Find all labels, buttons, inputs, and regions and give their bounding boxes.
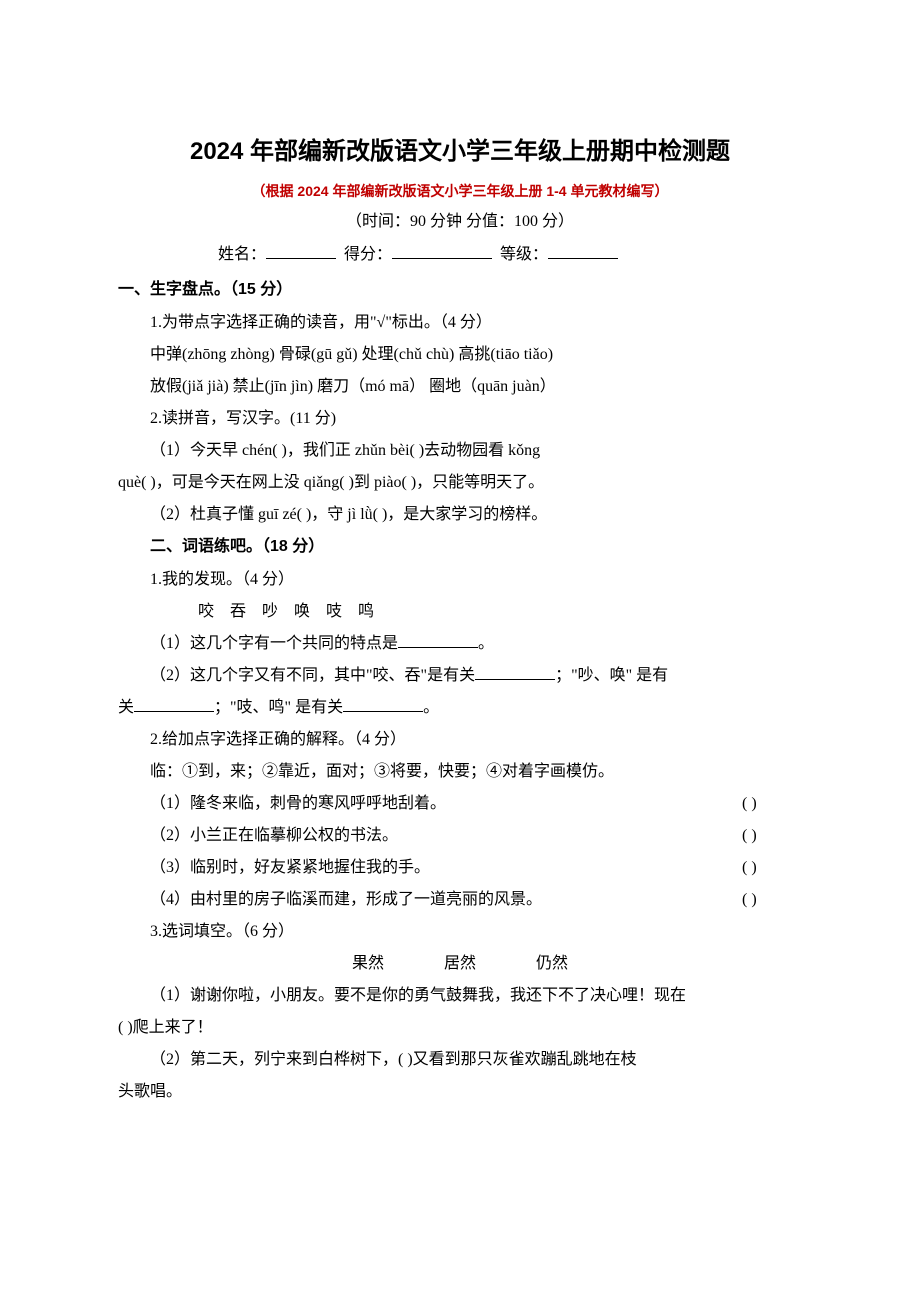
q1-2-line2: （2）杜真子懂 guī zé( )，守 jì lǜ( )，是大家学习的榜样。 <box>118 499 802 531</box>
q2-1-line2b: ；"吵、唤" 是有 <box>555 667 668 684</box>
time-score: （时间：90 分钟 分值：100 分） <box>118 208 802 237</box>
exam-title: 2024 年部编新改版语文小学三年级上册期中检测题 <box>118 130 802 173</box>
option-2: 居然 <box>444 955 476 972</box>
q2-2-item-3-paren: ( ) <box>742 852 802 884</box>
q2-3-options: 果然 居然 仍然 <box>118 948 802 980</box>
q1-1-title: 1.为带点字选择正确的读音，用"√"标出。（4 分） <box>118 307 802 339</box>
name-label: 姓名： <box>218 246 266 263</box>
q2-2-defs: 临：①到，来；②靠近，面对；③将要，快要；④对着字画模仿。 <box>118 756 802 788</box>
q2-3-item2b: 头歌唱。 <box>118 1076 802 1108</box>
q2-3-item2a: （2）第二天，列宁来到白桦树下，( )又看到那只灰雀欢蹦乱跳地在枝 <box>118 1044 802 1076</box>
score-label: 得分： <box>344 246 392 263</box>
q2-1-title: 1.我的发现。（4 分） <box>118 564 802 596</box>
exam-subtitle: （根据 2024 年部编新改版语文小学三年级上册 1-4 单元教材编写） <box>118 179 802 204</box>
q2-2-item-1-paren: ( ) <box>742 788 802 820</box>
q2-2-item-3-text: （3）临别时，好友紧紧地握住我的手。 <box>118 852 430 884</box>
q2-2-item-2-text: （2）小兰正在临摹柳公权的书法。 <box>118 820 398 852</box>
q2-3-title: 3.选词填空。（6 分） <box>118 916 802 948</box>
q2-1-chars: 咬 吞 吵 唤 吱 鸣 <box>118 596 802 628</box>
q2-1-line3b: ；"吱、鸣" 是有关 <box>214 699 343 716</box>
q2-2-item-1-text: （1）隆冬来临，刺骨的寒风呼呼地刮着。 <box>118 788 446 820</box>
q2-3-item1b: ( )爬上来了！ <box>118 1012 802 1044</box>
q2-2-item-2-paren: ( ) <box>742 820 802 852</box>
grade-label: 等级： <box>500 246 548 263</box>
q2-2-item-4-text: （4）由村里的房子临溪而建，形成了一道亮丽的风景。 <box>118 884 542 916</box>
q2-1-line3c: 。 <box>423 699 439 716</box>
section1-head: 一、生字盘点。（15 分） <box>118 276 802 305</box>
q2-1-line3: 关 ；"吱、鸣" 是有关 。 <box>118 692 802 724</box>
q1-2-title: 2.读拼音，写汉字。(11 分) <box>118 403 802 435</box>
q1-2-line1a: （1）今天早 chén( )，我们正 zhǔn bèi( )去动物园看 kǒng <box>118 435 802 467</box>
q2-1-line1: （1）这几个字有一个共同的特点是 。 <box>118 628 802 660</box>
name-line: 姓名： 得分： 等级： <box>118 241 802 270</box>
option-1: 果然 <box>352 955 384 972</box>
q1-2-line1b: què( )，可是今天在网上没 qiǎng( )到 piào( )，只能等明天了… <box>118 467 802 499</box>
q2-2-item-3: （3）临别时，好友紧紧地握住我的手。 ( ) <box>118 852 802 884</box>
q2-2-item-1: （1）隆冬来临，刺骨的寒风呼呼地刮着。 ( ) <box>118 788 802 820</box>
q2-1-line2: （2）这几个字又有不同，其中"咬、吞"是有关 ；"吵、唤" 是有 <box>118 660 802 692</box>
q2-1-line3a: 关 <box>118 699 134 716</box>
q1-1-items-b: 放假(jiǎ jià) 禁止(jīn jìn) 磨刀（mó mā） 圈地（quā… <box>118 371 802 403</box>
q2-2-item-4: （4）由村里的房子临溪而建，形成了一道亮丽的风景。 ( ) <box>118 884 802 916</box>
q2-1-line2a: （2）这几个字又有不同，其中"咬、吞"是有关 <box>150 667 475 684</box>
q2-1-line1-text: （1）这几个字有一个共同的特点是 <box>150 635 398 652</box>
q2-2-title: 2.给加点字选择正确的解释。（4 分） <box>118 724 802 756</box>
option-3: 仍然 <box>536 955 568 972</box>
q2-1-line1-suffix: 。 <box>478 635 494 652</box>
q2-3-item1a: （1）谢谢你啦，小朋友。要不是你的勇气鼓舞我，我还下不了决心哩！现在 <box>118 980 802 1012</box>
section2-head: 二、词语练吧。（18 分） <box>118 533 802 562</box>
q1-1-items-a: 中弹(zhōng zhòng) 骨碌(gū gǔ) 处理(chǔ chù) 高挑… <box>118 339 802 371</box>
q2-2-item-2: （2）小兰正在临摹柳公权的书法。 ( ) <box>118 820 802 852</box>
q2-2-item-4-paren: ( ) <box>742 884 802 916</box>
